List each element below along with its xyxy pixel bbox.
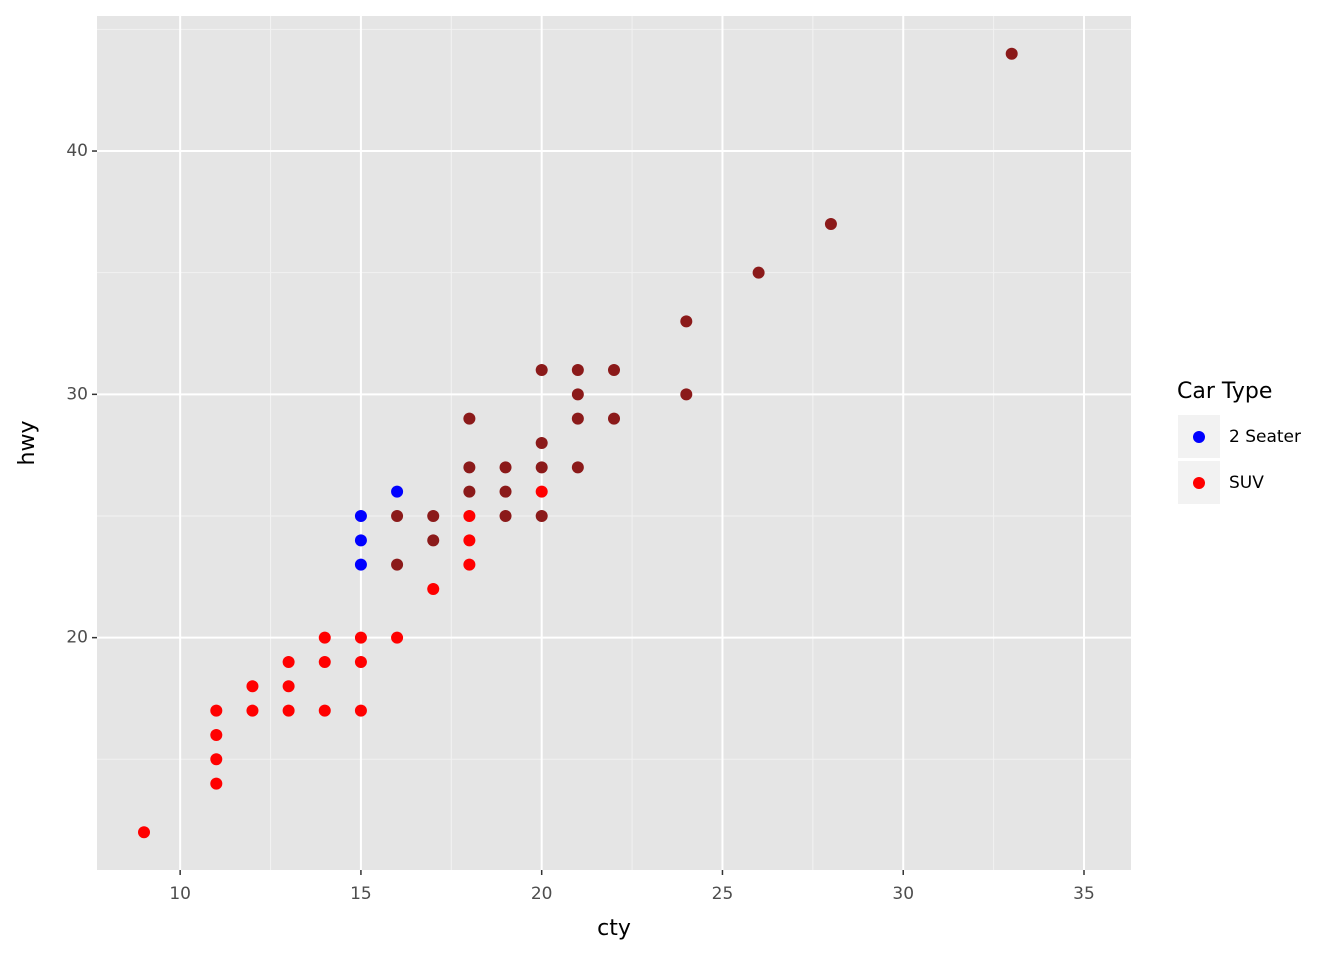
point: [608, 412, 620, 425]
x-axis-title: cty: [597, 916, 631, 941]
point: [499, 509, 512, 522]
point: [463, 534, 476, 547]
point: [354, 655, 367, 668]
point: [391, 558, 404, 571]
point: [246, 680, 259, 693]
point: [282, 704, 295, 717]
point: [499, 461, 512, 474]
point: [354, 631, 367, 644]
point: [499, 485, 512, 498]
point: [427, 509, 440, 522]
point: [680, 388, 693, 401]
point: [1005, 47, 1018, 60]
point: [354, 509, 367, 522]
point: [680, 315, 693, 328]
point: [354, 704, 367, 717]
point: [391, 631, 404, 644]
point: [246, 704, 259, 717]
x-tick-label: 15: [350, 884, 372, 904]
y-tick-label: 40: [66, 141, 88, 161]
point: [571, 461, 584, 474]
legend: 2 Seater SUV: [1178, 415, 1301, 504]
point: [427, 582, 440, 595]
legend-marker: [1193, 477, 1205, 489]
point: [752, 266, 765, 279]
y-tick-label: 30: [66, 384, 88, 404]
point: [463, 509, 476, 522]
point: [535, 437, 548, 449]
y-tick-label: 20: [66, 628, 88, 648]
point: [608, 364, 620, 377]
legend-marker: [1193, 431, 1205, 443]
point: [210, 777, 223, 790]
grid: [97, 16, 1131, 870]
point: [391, 485, 404, 498]
legend-label: 2 Seater: [1229, 427, 1301, 447]
legend-label: SUV: [1229, 473, 1264, 493]
point: [571, 412, 584, 425]
point: [535, 485, 548, 498]
point: [318, 631, 331, 644]
point: [463, 461, 476, 474]
point: [463, 558, 476, 571]
x-tick-label: 10: [169, 884, 191, 904]
point: [463, 485, 476, 498]
legend-title: Car Type: [1177, 379, 1272, 404]
point: [210, 753, 223, 766]
point: [535, 461, 548, 474]
x-tick-label: 30: [892, 884, 914, 904]
points: [138, 47, 1018, 839]
point: [138, 826, 150, 839]
point: [571, 364, 584, 377]
plot-panel: [97, 16, 1131, 870]
point: [354, 558, 367, 571]
point: [427, 534, 440, 547]
point: [535, 509, 548, 522]
y-axis-title: hwy: [15, 421, 40, 466]
point: [463, 412, 476, 425]
point: [282, 655, 295, 668]
point: [354, 534, 367, 547]
point: [535, 364, 548, 377]
point: [318, 704, 331, 717]
point: [282, 680, 295, 693]
x-tick-label: 25: [712, 884, 734, 904]
x-tick-label: 20: [531, 884, 553, 904]
point: [210, 704, 223, 717]
point: [824, 218, 837, 231]
point: [210, 728, 223, 741]
point: [391, 509, 404, 522]
point: [318, 655, 331, 668]
point: [571, 388, 584, 401]
x-tick-label: 35: [1073, 884, 1095, 904]
